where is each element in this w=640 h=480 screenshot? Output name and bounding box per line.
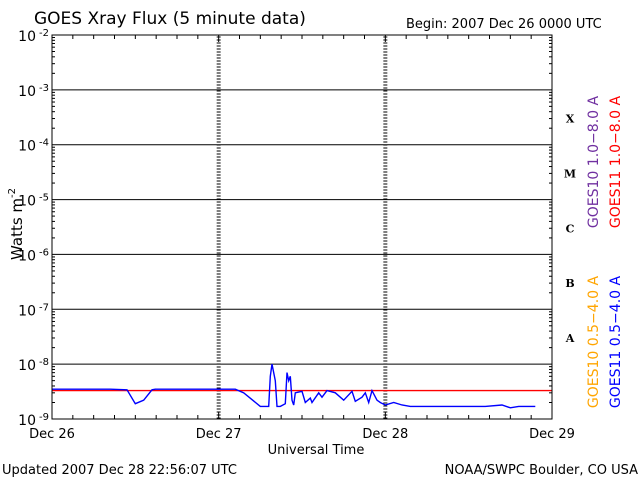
y-tick-base: 10	[18, 194, 36, 210]
plot-area	[51, 34, 553, 420]
y-tick-label: 10	[18, 139, 36, 155]
x-axis-label: Universal Time	[268, 443, 365, 458]
series-line	[52, 363, 536, 409]
y-tick-label: 10	[18, 248, 36, 264]
credit-footer: NOAA/SWPC Boulder, CO USA	[445, 463, 638, 478]
flare-class-label: M	[564, 167, 576, 180]
svg-text:Watts m-2: Watts m-2	[7, 188, 26, 260]
y-tick-labels: 10-210-310-410-510-610-710-810-9	[18, 28, 49, 429]
flare-class-labels: X M C B A	[564, 113, 576, 345]
y-tick-label: 10	[18, 413, 36, 429]
x-tick-label: Dec 28	[362, 427, 408, 442]
y-tick-base: 10	[18, 139, 36, 155]
legend-upper-2: GOES11 1.0−8.0 A	[608, 96, 624, 229]
y-tick-base: 10	[18, 84, 36, 100]
legend-goes11-long: GOES11 1.0−8.0 A	[608, 96, 624, 229]
y-tick-exponent: -2	[39, 28, 49, 39]
y-tick-label: 10	[18, 84, 36, 100]
x-tick-label: Dec 26	[29, 427, 75, 442]
y-tick-base: 10	[18, 413, 36, 429]
y-tick-label: 10	[18, 358, 36, 374]
legend-lower: GOES10 0.5−4.0 A	[586, 276, 602, 409]
x-tick-label: Dec 29	[529, 427, 575, 442]
y-tick-base: 10	[18, 303, 36, 319]
y-tick-exponent: -6	[39, 247, 49, 258]
chart-title: GOES Xray Flux (5 minute data)	[34, 9, 306, 29]
y-tick-label: 10	[18, 29, 36, 45]
flare-class-label: A	[565, 332, 575, 345]
svg-text:GOES11 0.5−4.0 A: GOES11 0.5−4.0 A	[608, 276, 624, 409]
flare-class-label: X	[566, 113, 575, 126]
y-tick-exponent: -3	[39, 83, 49, 94]
y-tick-exponent: -9	[39, 412, 49, 423]
y-tick-base: 10	[18, 248, 36, 264]
legend-lower-2: GOES11 0.5−4.0 A	[608, 276, 624, 409]
y-tick-exponent: -4	[39, 138, 49, 149]
y-tick-exponent: -7	[39, 302, 49, 313]
y-tick-base: 10	[18, 29, 36, 45]
y-tick-label: 10	[18, 194, 36, 210]
svg-text:GOES10 0.5−4.0 A: GOES10 0.5−4.0 A	[586, 276, 602, 409]
y-tick-label: 10	[18, 303, 36, 319]
svg-text:GOES10 1.0−8.0 A: GOES10 1.0−8.0 A	[586, 96, 602, 229]
y-tick-exponent: -8	[39, 357, 49, 368]
y-axis-label-text: Watts m	[8, 198, 26, 260]
y-tick-base: 10	[18, 358, 36, 374]
plot-frame	[51, 34, 553, 420]
x-tick-label: Dec 27	[196, 427, 242, 442]
y-tick-exponent: -5	[39, 193, 49, 204]
legend-upper: GOES10 1.0−8.0 A	[586, 96, 602, 229]
flare-class-label: C	[566, 222, 575, 235]
y-axis-label: Watts m-2	[7, 188, 26, 260]
legend-goes10-short: GOES10 0.5−4.0 A	[586, 276, 602, 409]
y-axis-label-sup: -2	[7, 188, 18, 198]
legend-goes11-short: GOES11 0.5−4.0 A	[608, 276, 624, 409]
updated-footer: Updated 2007 Dec 28 22:56:07 UTC	[2, 463, 237, 478]
legend-goes10-long: GOES10 1.0−8.0 A	[586, 96, 602, 229]
flare-class-label: B	[565, 277, 574, 290]
x-tick-labels: Dec 26 Dec 27 Dec 28 Dec 29	[29, 427, 575, 442]
begin-label: Begin: 2007 Dec 26 0000 UTC	[406, 17, 602, 32]
svg-text:GOES11 1.0−8.0 A: GOES11 1.0−8.0 A	[608, 96, 624, 229]
